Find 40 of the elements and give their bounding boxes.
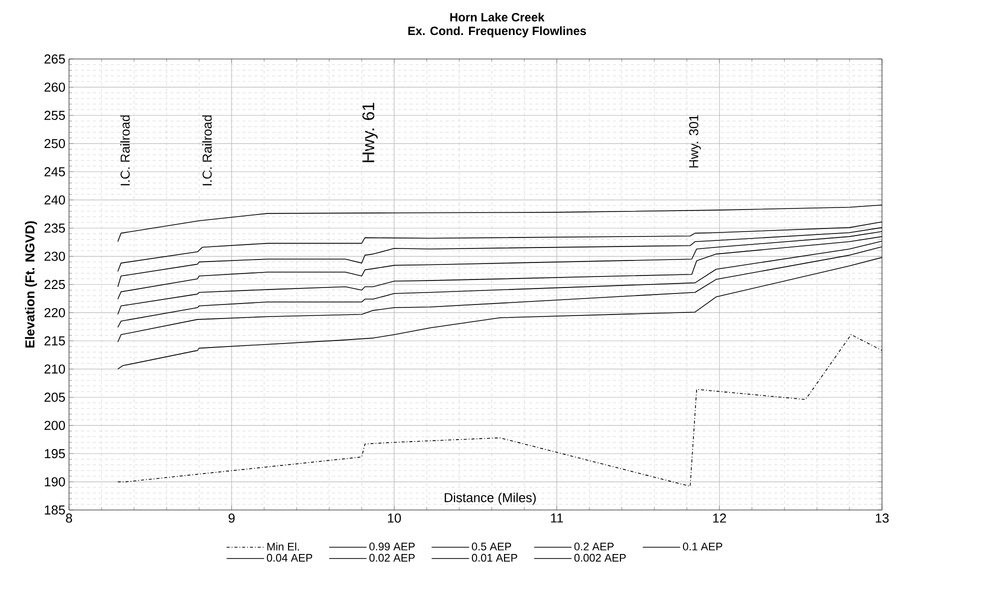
y-tick-label: 220 [44, 308, 65, 318]
legend-label: 0.2 AEP [574, 542, 614, 550]
legend-label: 0.01 AEP [472, 554, 518, 562]
y-tick-label: 225 [44, 280, 65, 290]
y-tick-label: 255 [44, 110, 65, 120]
x-tick-label: 9 [228, 514, 235, 523]
y-tick-label: 240 [44, 195, 65, 205]
annotation: I.C. Railroad [120, 115, 130, 186]
y-tick-label: 230 [44, 252, 65, 261]
legend-label: 0.99 AEP [369, 542, 415, 550]
legend-label: 0.002 AEP [574, 554, 626, 562]
x-axis-title: Distance (Miles) [444, 492, 536, 505]
y-tick-label: 210 [44, 364, 65, 374]
legend-label: 0.1 AEP [682, 542, 722, 550]
y-tick-label: 215 [44, 336, 65, 346]
annotation: Hwy. 301 [689, 114, 701, 168]
legend-label: 0.02 AEP [369, 554, 415, 562]
chart-subtitle: Ex. Cond. Frequency Flowlines [408, 26, 586, 38]
chart-title: Horn Lake Creek [450, 12, 544, 22]
y-tick-label: 200 [44, 420, 65, 430]
annotation: Hwy. 61 [362, 102, 378, 162]
annotation: I.C. Railroad [202, 115, 212, 186]
y-tick-label: 245 [44, 167, 65, 176]
x-tick-label: 11 [551, 514, 563, 522]
y-tick-label: 185 [44, 505, 65, 515]
legend-label: Min El. [267, 542, 299, 550]
y-tick-label: 235 [44, 224, 65, 233]
y-tick-label: 250 [44, 138, 65, 148]
y-tick-label: 260 [44, 82, 65, 92]
legend-label: 0.04 AEP [266, 554, 312, 562]
legend-label: 0.5 AEP [472, 542, 512, 550]
x-tick-label: 8 [66, 514, 72, 523]
x-tick-label: 13 [876, 514, 889, 523]
y-tick-label: 195 [44, 449, 65, 458]
x-tick-label: 10 [388, 514, 401, 523]
x-tick-label: 12 [713, 514, 726, 523]
y-tick-label: 190 [44, 477, 65, 486]
y-axis-title: Elevation (Ft. NGVD) [24, 221, 38, 348]
y-tick-label: 205 [44, 392, 65, 402]
y-tick-label: 265 [44, 54, 65, 64]
